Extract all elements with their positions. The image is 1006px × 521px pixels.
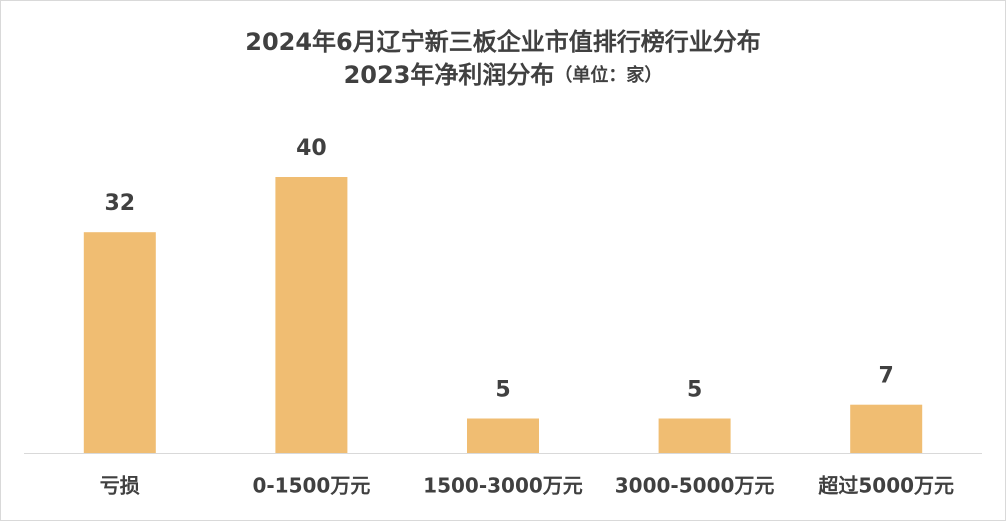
- data-label: 5: [495, 378, 510, 403]
- chart-unit: （单位：家）: [554, 64, 662, 86]
- x-tick-label: 亏损: [100, 474, 140, 498]
- data-label: 40: [296, 136, 327, 161]
- bar: [850, 404, 923, 453]
- chart-subtitle-line: 2023年净利润分布（单位：家）: [344, 61, 663, 89]
- x-tick-label: 0-1500万元: [252, 474, 370, 498]
- chart-title: 2024年6月辽宁新三板企业市值排行榜行业分布: [245, 28, 761, 56]
- x-tick-label: 1500-3000万元: [423, 474, 583, 498]
- data-label: 32: [104, 191, 135, 216]
- x-tick-label: 3000-5000万元: [615, 474, 775, 498]
- bar: [275, 177, 348, 453]
- data-label: 5: [687, 378, 702, 403]
- bar: [467, 418, 539, 453]
- bar: [83, 232, 156, 453]
- chart-subtitle: 2023年净利润分布: [344, 61, 555, 89]
- x-tick-label: 超过5000万元: [817, 474, 954, 498]
- bar: [658, 418, 731, 453]
- data-label: 7: [879, 364, 894, 389]
